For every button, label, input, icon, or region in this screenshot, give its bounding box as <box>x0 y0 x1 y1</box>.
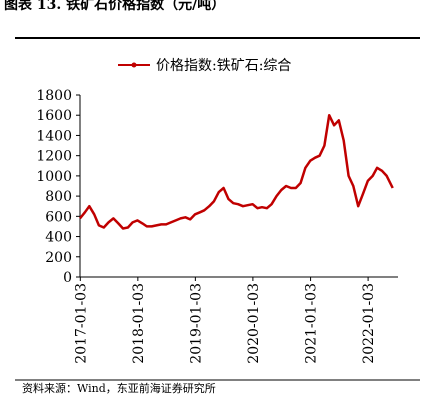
y-tick-label: 400 <box>45 230 72 246</box>
y-tick-label: 200 <box>45 250 72 266</box>
series-line <box>79 113 394 230</box>
x-tick-label: 2018-01-03 <box>131 283 147 364</box>
x-tick-label: 2017-01-03 <box>73 283 89 364</box>
x-tick-label: 2020-01-03 <box>246 283 262 364</box>
x-tick-label: 2021-01-03 <box>304 283 320 364</box>
y-tick-label: 800 <box>45 189 72 205</box>
x-tick-label: 2022-01-03 <box>361 283 377 364</box>
y-tick-label: 1600 <box>36 108 72 124</box>
source-note: 资料来源：Wind，东亚前海证券研究所 <box>22 381 216 395</box>
y-tick-label: 0 <box>63 270 72 286</box>
legend-label: 价格指数:铁矿石:综合 <box>156 58 291 74</box>
y-tick-label: 1000 <box>36 169 72 185</box>
chart-title: 图表 13. 铁矿石价格指数（元/吨） <box>4 0 225 13</box>
y-tick-label: 1200 <box>36 149 72 165</box>
x-tick-label: 2019-01-03 <box>188 283 204 364</box>
y-tick-label: 600 <box>45 209 72 225</box>
y-tick-label: 1400 <box>36 128 72 144</box>
y-tick-label: 1800 <box>36 88 72 104</box>
legend-marker <box>131 62 137 68</box>
